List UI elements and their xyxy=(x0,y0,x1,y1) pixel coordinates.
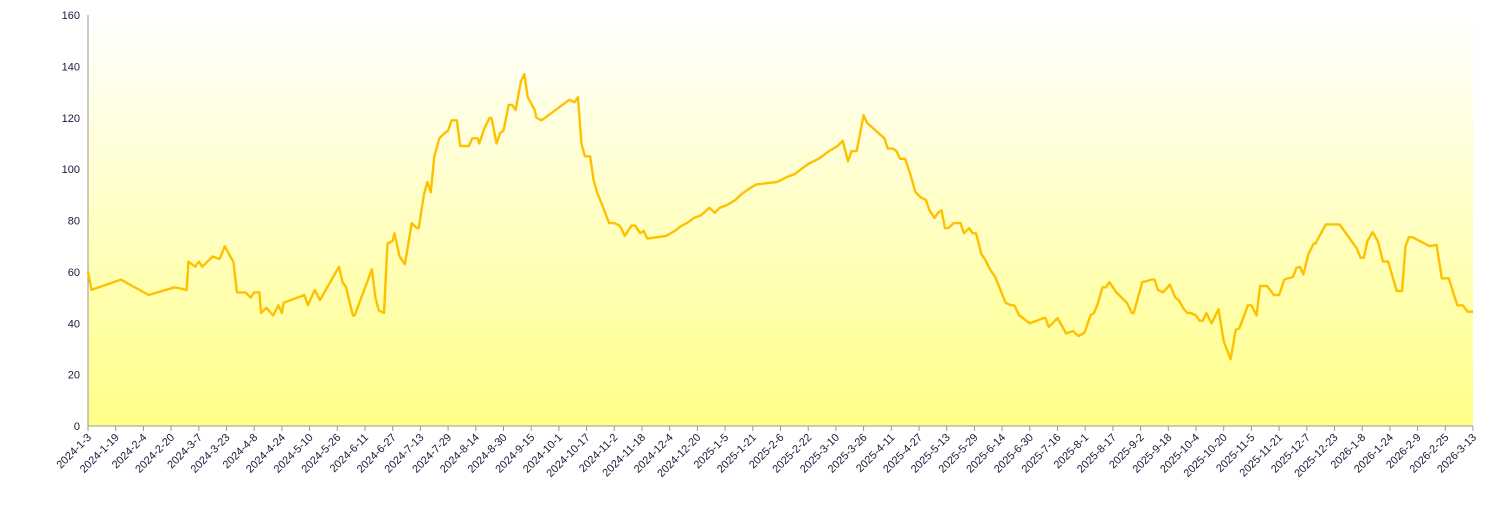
y-tick-label: 140 xyxy=(62,61,80,73)
plot-area xyxy=(88,15,1473,426)
y-tick-label: 0 xyxy=(74,421,80,433)
y-tick-label: 100 xyxy=(62,164,80,176)
y-axis: 0 20 40 60 80 100 120 140 160 xyxy=(62,10,89,433)
y-tick-label: 120 xyxy=(62,113,80,125)
y-tick-label: 40 xyxy=(68,318,80,330)
y-tick-label: 20 xyxy=(68,370,80,382)
y-tick-label: 80 xyxy=(68,216,80,228)
y-tick-label: 60 xyxy=(68,267,80,279)
x-axis: 2024-1-32024-1-192024-2-42024-2-202024-3… xyxy=(54,425,1479,480)
series-line xyxy=(86,72,1473,361)
y-tick-label: 160 xyxy=(62,10,80,22)
series-group xyxy=(86,72,1473,361)
